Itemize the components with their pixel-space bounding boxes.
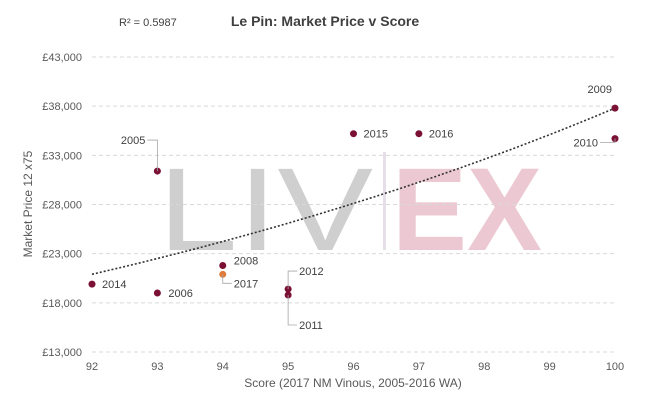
y-tick-label: £33,000 <box>42 150 82 162</box>
watermark-divider <box>383 152 386 250</box>
data-point-2006 <box>153 289 161 297</box>
data-label-2008: 2008 <box>234 255 258 267</box>
y-axis-title: Market Price 12 x75 <box>21 150 35 257</box>
x-tick-label: 99 <box>544 361 556 373</box>
data-point-2014 <box>88 280 96 288</box>
x-tick-label: 94 <box>217 361 229 373</box>
data-label-2009: 2009 <box>588 84 612 96</box>
x-tick-label: 97 <box>413 361 425 373</box>
y-tick-label: £13,000 <box>42 347 82 359</box>
data-point-2016 <box>415 130 423 138</box>
label-leader-line <box>147 139 158 172</box>
data-label-2011: 2011 <box>299 320 323 332</box>
data-label-2010: 2010 <box>574 138 598 150</box>
x-tick-label: 93 <box>151 361 163 373</box>
trendline <box>91 107 616 276</box>
data-label-2012: 2012 <box>299 266 323 278</box>
data-label-2005: 2005 <box>121 135 145 147</box>
data-label-2006: 2006 <box>168 288 192 300</box>
x-axis-title: Score (2017 NM Vinous, 2005-2016 WA) <box>244 376 461 390</box>
x-tick-label: 98 <box>478 361 490 373</box>
watermark-logo-right: EX <box>392 144 542 276</box>
label-leader-line <box>287 294 298 326</box>
data-point-2015 <box>350 130 357 138</box>
x-tick-label: 96 <box>347 361 359 373</box>
x-tick-label: 95 <box>282 361 294 373</box>
data-point-2009 <box>611 104 619 112</box>
watermark-logo-left: LIV <box>158 144 373 276</box>
y-tick-label: £28,000 <box>42 200 82 212</box>
label-leader-line <box>600 138 616 144</box>
label-leader-line <box>222 274 232 284</box>
data-label-2017: 2017 <box>234 278 258 290</box>
data-label-2016: 2016 <box>429 129 453 141</box>
data-point-2008 <box>219 261 227 269</box>
r-squared-annotation: R² = 0.5987 <box>119 17 177 29</box>
data-label-2015: 2015 <box>364 129 388 141</box>
y-tick-label: £43,000 <box>42 52 82 64</box>
chart-title: Le Pin: Market Price v Score <box>231 13 420 29</box>
x-tick-label: 92 <box>86 361 98 373</box>
label-leader-line <box>287 270 298 290</box>
y-tick-label: £18,000 <box>42 298 82 310</box>
data-label-2014: 2014 <box>102 279 126 291</box>
y-tick-label: £38,000 <box>42 101 82 113</box>
y-tick-label: £23,000 <box>42 249 82 261</box>
x-tick-label: 100 <box>606 361 624 373</box>
